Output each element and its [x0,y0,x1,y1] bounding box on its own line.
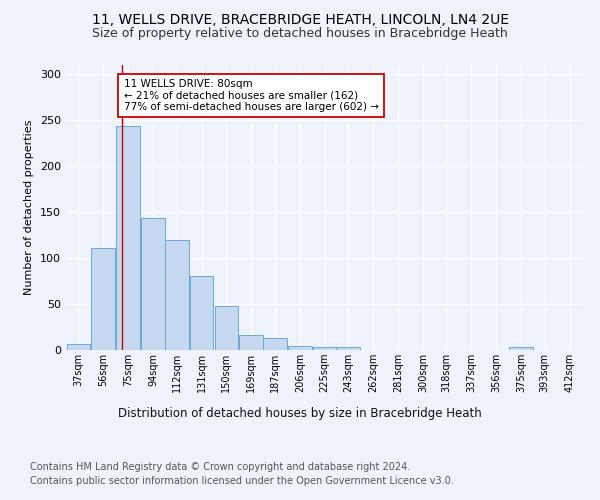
Bar [116,126,140,350]
Bar [165,240,188,350]
Bar [91,248,115,350]
Text: Distribution of detached houses by size in Bracebridge Heath: Distribution of detached houses by size … [118,408,482,420]
Bar [337,347,360,350]
Text: Size of property relative to detached houses in Bracebridge Heath: Size of property relative to detached ho… [92,28,508,40]
Bar [288,346,311,350]
Bar [190,276,214,350]
Bar [239,336,263,350]
Text: Contains HM Land Registry data © Crown copyright and database right 2024.: Contains HM Land Registry data © Crown c… [30,462,410,472]
Bar [509,347,533,350]
Text: 11 WELLS DRIVE: 80sqm
← 21% of detached houses are smaller (162)
77% of semi-det: 11 WELLS DRIVE: 80sqm ← 21% of detached … [124,79,379,112]
Text: Contains public sector information licensed under the Open Government Licence v3: Contains public sector information licen… [30,476,454,486]
Y-axis label: Number of detached properties: Number of detached properties [25,120,34,295]
Bar [67,344,91,350]
Bar [215,306,238,350]
Text: 11, WELLS DRIVE, BRACEBRIDGE HEATH, LINCOLN, LN4 2UE: 11, WELLS DRIVE, BRACEBRIDGE HEATH, LINC… [91,12,509,26]
Bar [141,218,165,350]
Bar [313,347,337,350]
Bar [263,338,287,350]
